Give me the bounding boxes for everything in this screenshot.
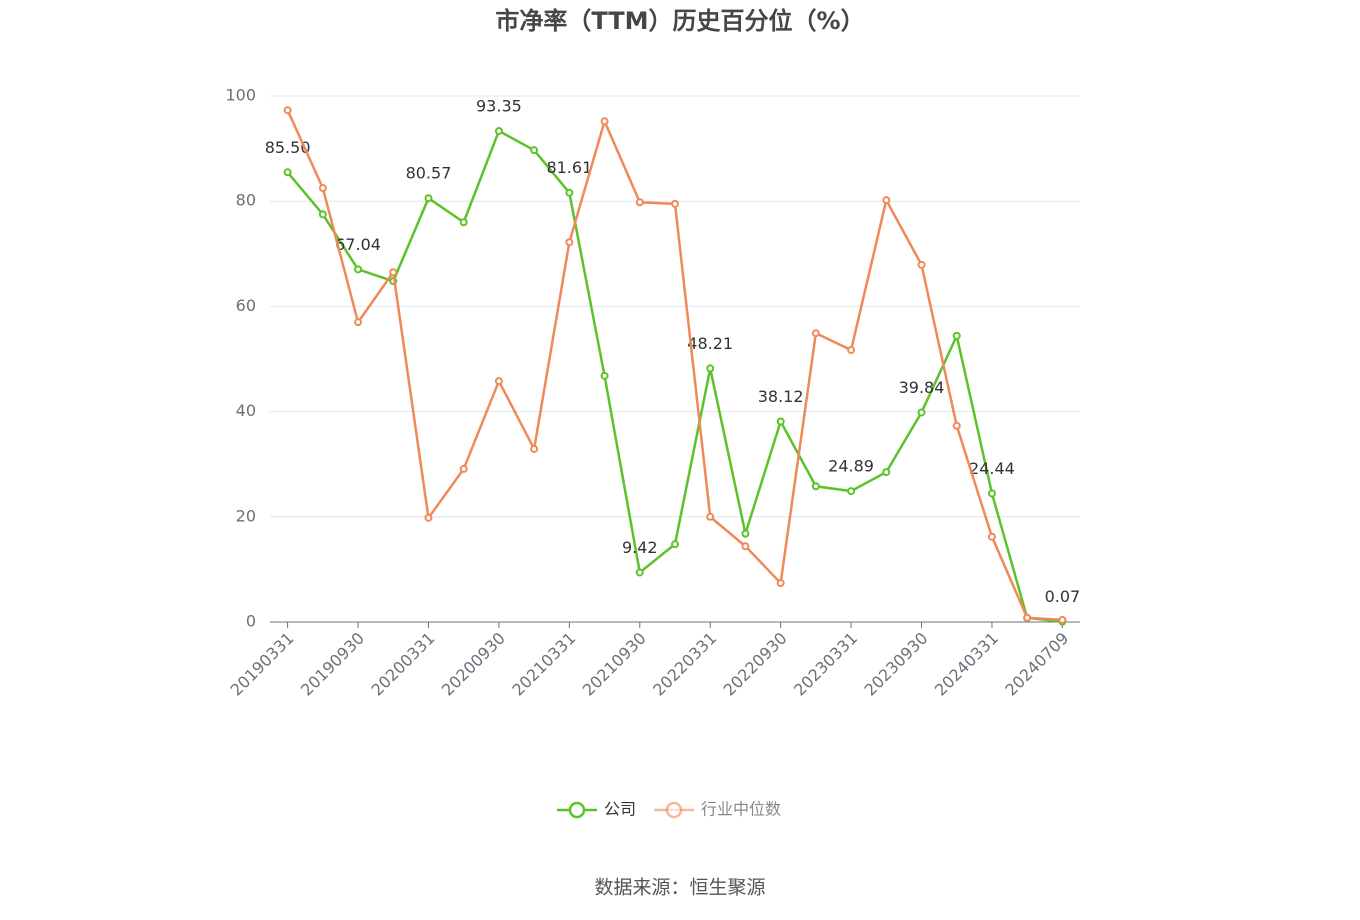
- data-point: [635, 568, 644, 577]
- data-label: 0.07: [1045, 587, 1081, 606]
- data-label: 24.44: [969, 459, 1015, 478]
- data-point: [952, 421, 961, 430]
- y-tick-label: 20: [236, 506, 256, 525]
- data-point: [776, 579, 785, 588]
- data-point: [354, 265, 363, 274]
- data-point: [741, 529, 750, 538]
- data-point: [706, 364, 715, 373]
- data-point: [635, 198, 644, 207]
- x-tick-label: 20240709: [1001, 629, 1072, 700]
- data-point: [811, 482, 820, 491]
- data-point: [987, 532, 996, 541]
- data-point: [424, 194, 433, 203]
- y-tick-label: 80: [236, 191, 256, 210]
- data-point: [1058, 615, 1067, 624]
- data-label: 85.50: [265, 138, 311, 157]
- data-point: [882, 468, 891, 477]
- legend-label: 公司: [604, 800, 636, 819]
- y-tick-label: 0: [246, 612, 256, 631]
- data-point: [987, 489, 996, 498]
- data-label: 38.12: [758, 387, 804, 406]
- data-point: [318, 210, 327, 219]
- y-tick-label: 100: [225, 86, 256, 105]
- data-point: [530, 444, 539, 453]
- x-tick-label: 20220331: [649, 629, 720, 700]
- x-tick-label: 20190331: [227, 629, 298, 700]
- data-point: [283, 106, 292, 115]
- data-point: [424, 513, 433, 522]
- data-point: [565, 238, 574, 247]
- x-tick-label: 20200331: [367, 629, 438, 700]
- data-label: 93.35: [476, 96, 522, 115]
- data-point: [459, 218, 468, 227]
- y-tick-label: 60: [236, 296, 256, 315]
- data-point: [283, 168, 292, 177]
- x-tick-label: 20220930: [720, 629, 791, 700]
- data-point: [847, 487, 856, 496]
- data-label: 81.61: [546, 158, 592, 177]
- y-tick-label: 40: [236, 401, 256, 420]
- data-point: [741, 542, 750, 551]
- data-point: [1023, 613, 1032, 622]
- data-point: [917, 260, 926, 269]
- chart-title: 市净率（TTM）历史百分位（%）: [495, 7, 864, 35]
- x-tick-label: 20210331: [508, 629, 579, 700]
- x-tick-label: 20230331: [790, 629, 861, 700]
- x-tick-label: 20200930: [438, 629, 509, 700]
- data-label: 80.57: [406, 164, 452, 183]
- data-point: [565, 188, 574, 197]
- data-point: [776, 417, 785, 426]
- data-point: [494, 377, 503, 386]
- data-point: [882, 196, 891, 205]
- legend-marker: [568, 801, 586, 819]
- data-point: [459, 464, 468, 473]
- data-point: [917, 408, 926, 417]
- legend-label: 行业中位数: [701, 800, 781, 819]
- data-point: [600, 117, 609, 126]
- data-label: 9.42: [622, 538, 658, 557]
- data-point: [671, 540, 679, 549]
- data-point: [671, 199, 679, 208]
- data-point: [354, 318, 363, 327]
- data-point: [706, 512, 715, 521]
- data-label: 48.21: [687, 334, 733, 353]
- source-note: 数据来源：恒生聚源: [594, 877, 765, 899]
- x-tick-label: 20210930: [579, 629, 650, 700]
- x-tick-label: 20230930: [861, 629, 932, 700]
- data-point: [494, 126, 503, 135]
- data-point: [389, 268, 398, 277]
- x-tick-label: 20190930: [297, 629, 368, 700]
- data-point: [600, 371, 609, 380]
- data-point: [811, 329, 820, 338]
- data-point: [530, 146, 539, 155]
- data-label: 24.89: [828, 457, 874, 476]
- data-label: 39.84: [899, 378, 945, 397]
- data-point: [952, 331, 961, 340]
- data-point: [847, 346, 856, 355]
- legend-marker: [665, 801, 683, 819]
- x-tick-label: 20240331: [931, 629, 1002, 700]
- data-point: [318, 184, 327, 193]
- data-label: 67.04: [335, 235, 381, 254]
